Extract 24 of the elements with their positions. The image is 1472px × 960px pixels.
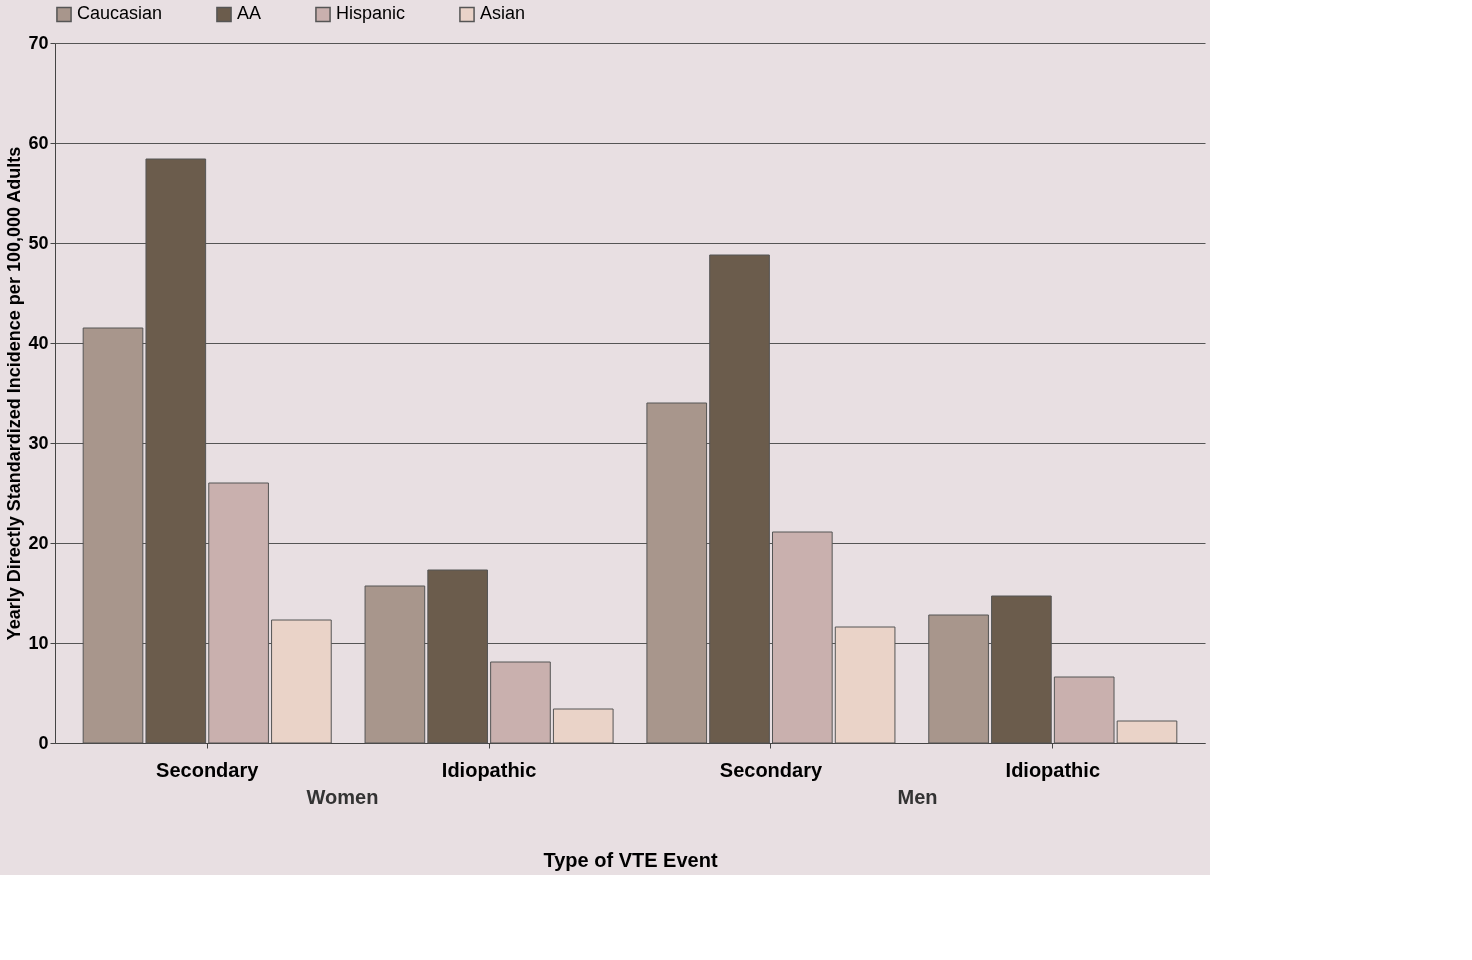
y-tick-label: 0	[38, 732, 49, 753]
y-tick-label: 30	[28, 432, 49, 453]
bar	[1116, 720, 1178, 744]
legend-label: Hispanic	[336, 3, 406, 24]
y-tick-label: 70	[28, 32, 49, 53]
legend-label: Asian	[480, 3, 526, 24]
text: Men	[897, 786, 938, 808]
legend-label: AA	[237, 3, 262, 24]
x-axis-title: Type of VTE Event	[543, 848, 718, 871]
x-tick-label: Idiopathic	[441, 758, 537, 781]
y-tick-label: 20	[28, 532, 49, 553]
bar	[552, 708, 614, 744]
y-tick-label: 50	[28, 232, 49, 253]
bar	[490, 661, 551, 744]
bar	[1053, 676, 1115, 744]
x-tick-label: Secondary	[719, 758, 823, 781]
x-tick-label: Secondary	[156, 758, 260, 781]
legend-label: Caucasian	[77, 3, 163, 24]
y-tick-label: 60	[28, 132, 49, 153]
y-tick-label: 40	[28, 332, 49, 353]
y-tick-label: 10	[28, 632, 49, 653]
y-axis-title: Yearly Directly Standardized Incidence per 100,000 Adults	[4, 146, 25, 641]
x-tick-label: Idiopathic	[1005, 758, 1101, 781]
text: Women	[306, 786, 379, 808]
